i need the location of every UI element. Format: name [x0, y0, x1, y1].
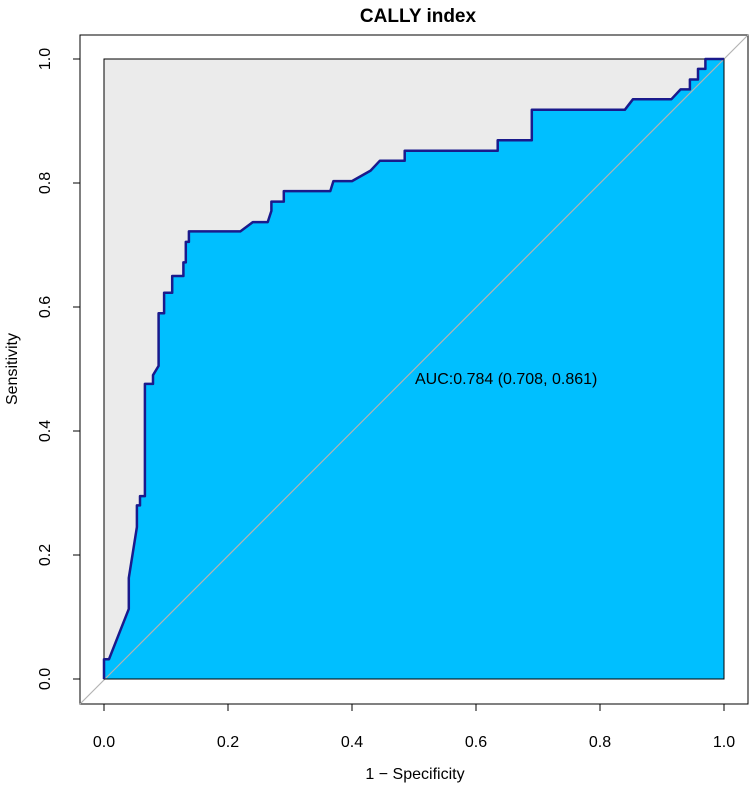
x-tick-label: 0.2 — [217, 734, 239, 751]
x-tick-label: 1.0 — [713, 734, 735, 751]
x-tick-label: 0.4 — [341, 734, 363, 751]
x-tick-label: 0.8 — [589, 734, 611, 751]
y-tick-label: 0.2 — [37, 544, 54, 566]
auc-annotation: AUC:0.784 (0.708, 0.861) — [415, 371, 597, 388]
y-tick-label: 0.8 — [37, 172, 54, 194]
unit-square-border — [103, 58, 725, 680]
x-tick-label: 0.0 — [93, 734, 115, 751]
roc-curve-line — [102, 57, 724, 679]
plot-area — [79, 34, 749, 705]
y-tick-label: 0.6 — [37, 296, 54, 318]
y-tick-label: 0.0 — [37, 668, 54, 690]
y-tick-label: 0.4 — [37, 420, 54, 442]
y-axis-label: Sensitivity — [4, 333, 21, 405]
x-tick-label: 0.6 — [465, 734, 487, 751]
diagonal-reference-line — [79, 34, 749, 705]
axes: 0.0 0.2 0.4 0.6 0.8 1.0 0.0 0.2 0.4 0.6 0.8 1.0 — [37, 48, 735, 751]
y-tick-label: 1.0 — [37, 48, 54, 70]
x-axis-label: 1 − Specificity — [365, 766, 464, 783]
chart-title: CALLY index — [360, 6, 477, 27]
